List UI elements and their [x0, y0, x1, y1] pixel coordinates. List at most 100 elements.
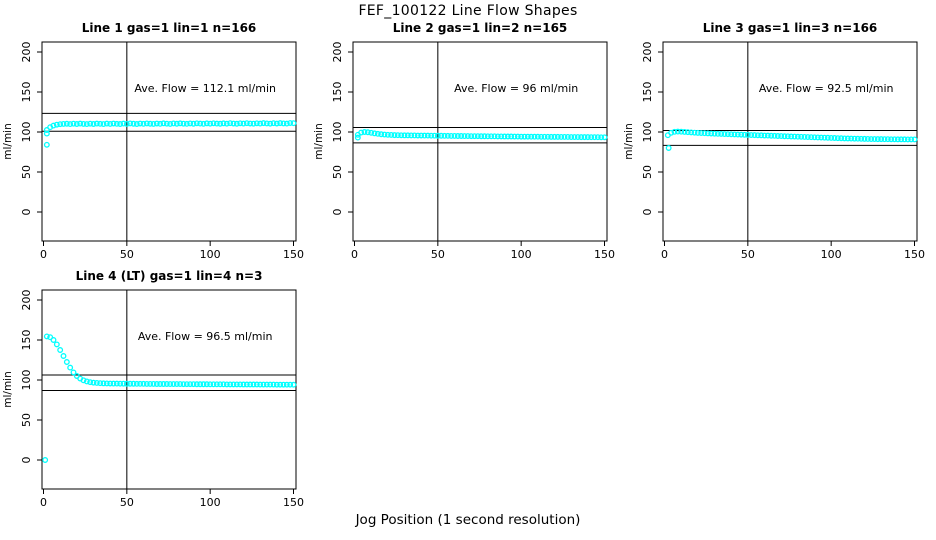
data-point	[100, 380, 107, 387]
x-tick-label: 150	[283, 248, 304, 261]
data-point	[217, 120, 224, 127]
data-point	[57, 121, 64, 128]
data-point	[263, 381, 270, 388]
data-point	[364, 129, 371, 136]
x-tick-label: 150	[283, 496, 304, 509]
data-point	[801, 134, 808, 140]
x-tick-label: 100	[200, 496, 221, 509]
y-tick-label: 100	[20, 370, 33, 391]
data-point	[160, 381, 167, 387]
data-point	[848, 135, 855, 142]
data-point	[488, 133, 495, 140]
data-point	[674, 128, 681, 135]
data-point	[881, 136, 888, 143]
data-point	[117, 121, 124, 127]
y-axis-title: ml/min	[313, 123, 325, 159]
data-point	[57, 347, 64, 353]
data-point	[784, 133, 791, 140]
subplot-line-3: Line 3 gas=1 lin=3 n=166 0 50 100 150 200 ml/m…	[621, 18, 933, 268]
figure-title: FEF_100122 Line Flow Shapes	[358, 3, 578, 19]
data-point	[564, 134, 571, 140]
data-point	[398, 132, 405, 139]
data-point	[874, 136, 881, 143]
data-point	[170, 120, 177, 127]
data-point	[163, 381, 170, 387]
data-point	[93, 380, 100, 386]
data-point	[678, 128, 685, 135]
data-point	[494, 133, 501, 140]
data-point	[761, 132, 768, 139]
data-point	[207, 120, 214, 127]
data-point	[524, 133, 531, 140]
y-tick-label: 200	[331, 42, 344, 63]
y-tick-label: 200	[20, 290, 33, 311]
data-point	[814, 134, 821, 141]
outlier-point	[43, 130, 50, 137]
data-point	[230, 120, 237, 127]
data-point	[170, 381, 177, 388]
data-point	[73, 121, 80, 127]
data-point	[173, 381, 180, 388]
data-point	[884, 136, 891, 143]
data-point	[193, 120, 200, 127]
subplot-svg: Line 3 gas=1 lin=3 n=166 0 50 100 150 200 ml/m…	[623, 21, 925, 261]
data-point	[157, 120, 164, 127]
data-point	[143, 380, 150, 387]
data-point	[434, 132, 441, 139]
data-point	[253, 120, 260, 127]
data-point	[834, 135, 841, 142]
data-point	[203, 381, 210, 388]
data-point	[283, 120, 290, 127]
data-point	[83, 121, 90, 128]
data-point	[828, 134, 835, 141]
data-point	[60, 353, 67, 359]
data-point	[123, 380, 130, 387]
data-point	[514, 133, 521, 140]
data-point	[431, 132, 438, 139]
data-point	[67, 121, 74, 128]
data-point	[270, 381, 277, 388]
y-tick-label: 150	[20, 82, 33, 103]
x-tick-label: 50	[120, 496, 134, 509]
data-point	[374, 130, 381, 137]
data-point	[594, 134, 601, 141]
data-point	[358, 129, 365, 136]
figure-x-axis-label: Jog Position (1 second resolution)	[355, 512, 581, 528]
data-point	[113, 120, 120, 127]
data-point	[461, 133, 468, 140]
data-point	[448, 132, 455, 139]
data-point	[150, 380, 157, 387]
ave-flow-annotation: Ave. Flow = 92.5 ml/min	[759, 82, 894, 95]
data-point	[681, 128, 688, 135]
data-point	[908, 136, 915, 143]
data-point	[538, 133, 545, 140]
data-point	[764, 132, 771, 139]
reference-lines	[42, 42, 296, 241]
data-point	[481, 133, 488, 140]
data-point	[774, 133, 781, 139]
data-point	[287, 120, 294, 126]
y-axis-title: ml/min	[2, 371, 14, 407]
data-point	[778, 133, 785, 140]
data-point	[601, 134, 608, 141]
data-point	[177, 381, 184, 388]
data-point	[534, 133, 541, 140]
data-point	[207, 381, 214, 388]
data-point	[451, 132, 458, 139]
x-tick-label: 150	[904, 248, 925, 261]
x-tick-label: 50	[120, 248, 134, 261]
data-point	[87, 379, 94, 386]
data-point	[247, 381, 254, 388]
data-point	[167, 120, 174, 127]
data-point	[858, 135, 865, 142]
data-point	[93, 120, 100, 127]
data-point	[147, 120, 154, 127]
data-point	[864, 136, 871, 142]
data-point	[508, 133, 515, 140]
data-point	[484, 133, 491, 140]
data-point	[468, 133, 475, 140]
data-point	[217, 381, 224, 388]
y-tick-label: 150	[331, 82, 344, 103]
data-point	[548, 133, 555, 140]
